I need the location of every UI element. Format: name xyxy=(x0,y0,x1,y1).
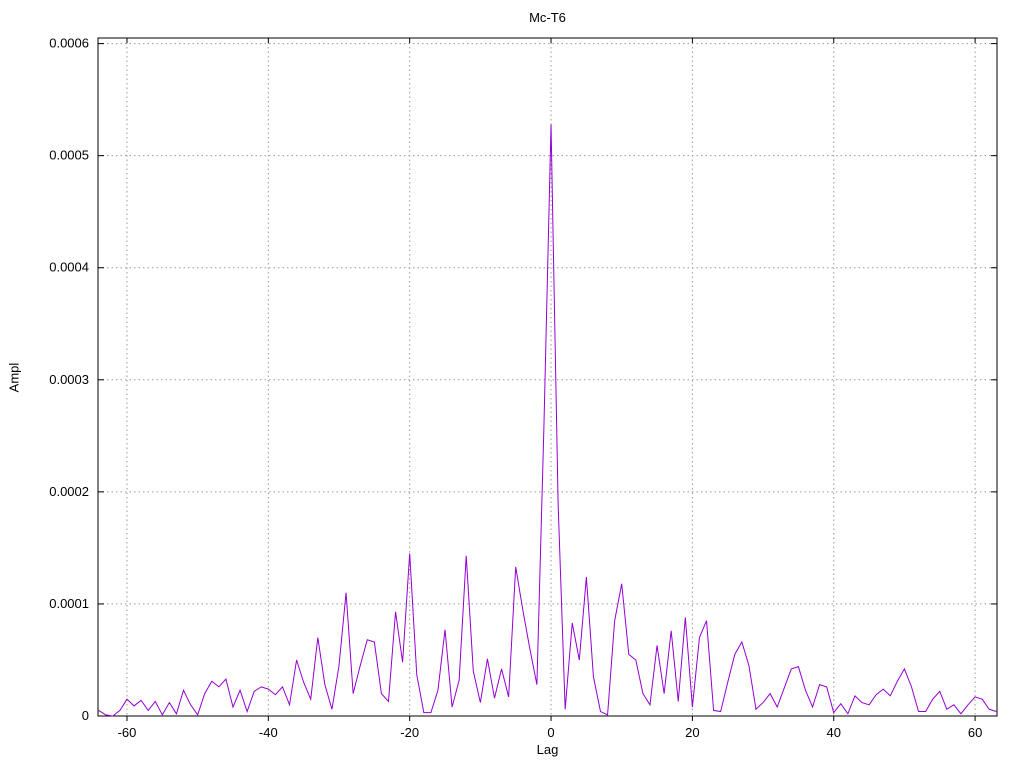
x-axis-label: Lag xyxy=(536,742,559,757)
x-tick-label: -60 xyxy=(118,725,137,740)
x-tick-label: 20 xyxy=(685,725,699,740)
x-tick-label: 0 xyxy=(547,725,554,740)
y-tick-label: 0.0005 xyxy=(49,148,89,163)
x-tick-label: 40 xyxy=(827,725,841,740)
chart-title: Mc-T6 xyxy=(529,10,566,25)
y-tick-label: 0.0006 xyxy=(49,36,89,51)
plot-border xyxy=(97,37,998,717)
x-tick-label: -20 xyxy=(400,725,419,740)
data-line xyxy=(98,124,997,717)
y-tick-label: 0.0002 xyxy=(49,484,89,499)
x-tick-label: -40 xyxy=(259,725,278,740)
y-tick-label: 0.0004 xyxy=(49,260,89,275)
y-tick-label: 0.0001 xyxy=(49,596,89,611)
y-tick-label: 0 xyxy=(82,708,89,723)
y-tick-label: 0.0003 xyxy=(49,372,89,387)
x-tick-label: 60 xyxy=(968,725,982,740)
